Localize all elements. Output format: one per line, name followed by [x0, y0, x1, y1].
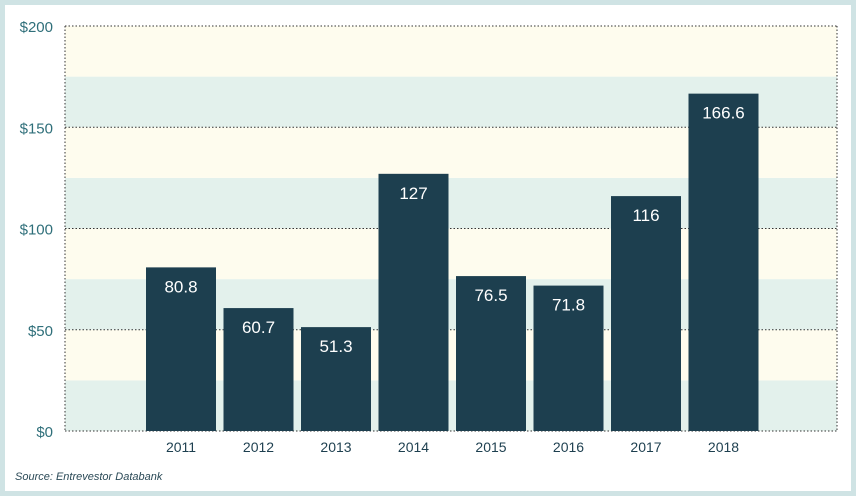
bar — [378, 173, 449, 431]
x-tick-label: 2014 — [398, 439, 429, 455]
bar-value-label: 71.8 — [552, 296, 585, 315]
y-tick-label: $50 — [28, 323, 53, 340]
bar — [611, 196, 681, 431]
bar-value-label: 51.3 — [319, 337, 352, 356]
bar-value-label: 166.6 — [702, 104, 745, 123]
bar — [456, 276, 526, 431]
y-tick-label: $0 — [36, 424, 53, 441]
bar-value-label: 80.8 — [164, 277, 197, 296]
x-tick-label: 2017 — [630, 439, 661, 455]
bar — [533, 285, 604, 431]
y-tick-label: $100 — [20, 222, 53, 239]
x-tick-label: 2012 — [243, 439, 274, 455]
x-tick-label: 2011 — [166, 439, 196, 455]
bar — [146, 267, 216, 431]
bar — [688, 93, 759, 431]
grid-band — [65, 26, 837, 77]
y-tick-label: $200 — [20, 19, 53, 36]
source-note: Source: Entrevestor Databank — [15, 471, 163, 483]
bar-chart: $0 $50 $100 $150 $200 80.8 2011 60.7 2012 51.3 201… — [20, 19, 838, 455]
x-tick-label: 2018 — [708, 439, 739, 455]
bar-value-label: 60.7 — [242, 318, 275, 337]
bar — [223, 308, 294, 431]
y-tick-label: $150 — [20, 120, 53, 137]
bar — [301, 327, 371, 431]
bar-value-label: 76.5 — [474, 286, 507, 305]
x-tick-label: 2013 — [320, 439, 351, 455]
bar-value-label: 127 — [399, 184, 427, 203]
x-tick-label: 2016 — [553, 439, 584, 455]
bar-value-label: 116 — [632, 206, 659, 225]
x-tick-label: 2015 — [475, 439, 506, 455]
